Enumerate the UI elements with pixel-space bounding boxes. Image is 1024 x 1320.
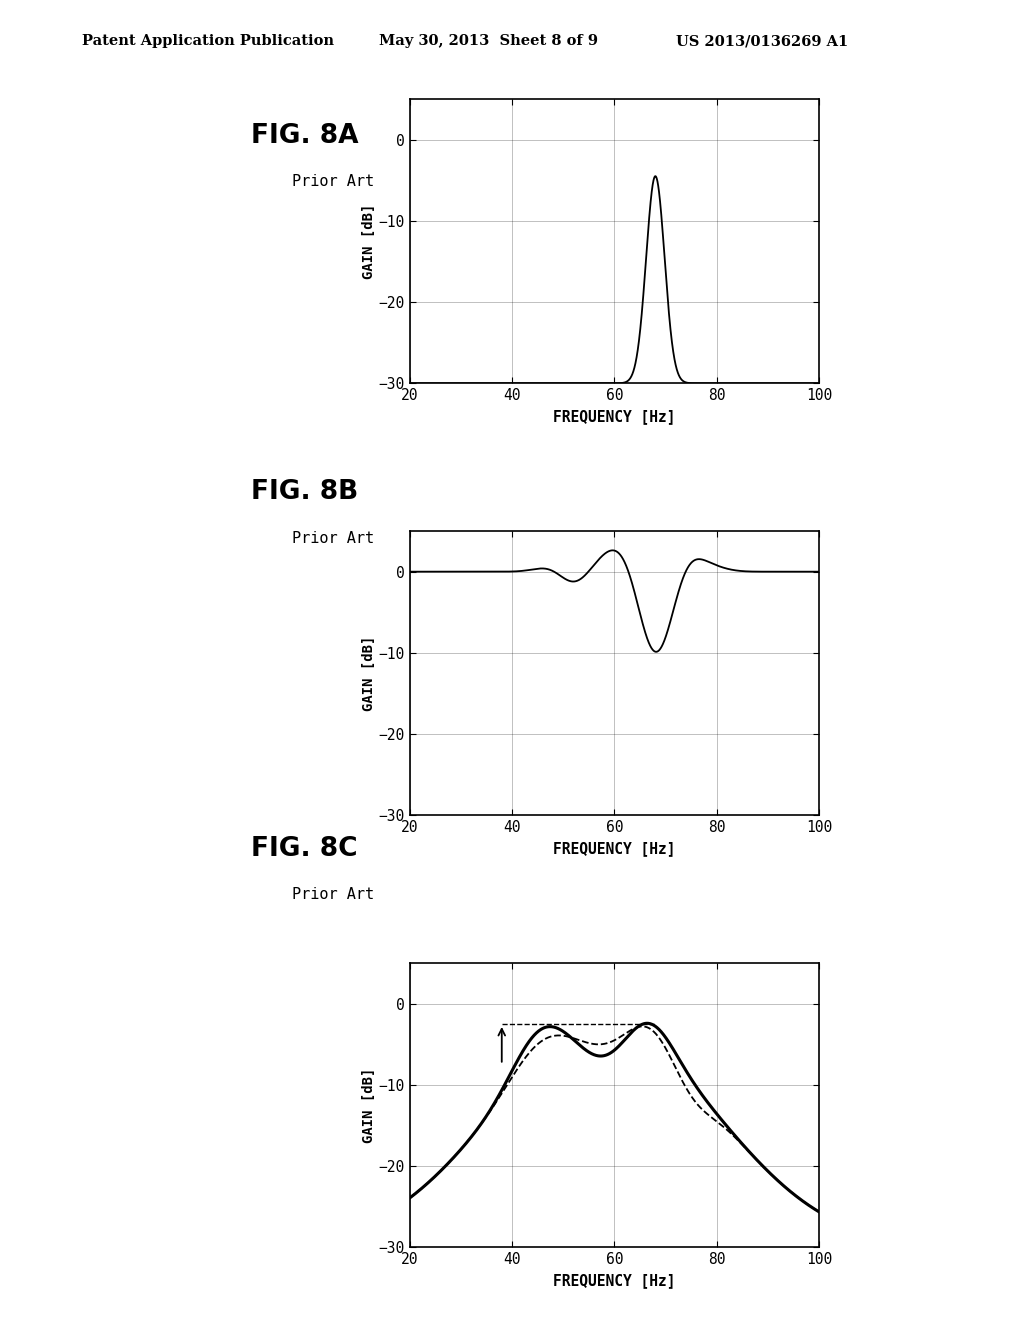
- X-axis label: FREQUENCY [Hz]: FREQUENCY [Hz]: [553, 409, 676, 424]
- Text: May 30, 2013  Sheet 8 of 9: May 30, 2013 Sheet 8 of 9: [379, 34, 598, 49]
- Text: Prior Art: Prior Art: [292, 174, 374, 189]
- Y-axis label: GAIN [dB]: GAIN [dB]: [361, 203, 376, 279]
- Text: FIG. 8C: FIG. 8C: [251, 836, 357, 862]
- Text: Prior Art: Prior Art: [292, 531, 374, 545]
- Y-axis label: GAIN [dB]: GAIN [dB]: [361, 1068, 376, 1143]
- Text: Prior Art: Prior Art: [292, 887, 374, 902]
- Text: Patent Application Publication: Patent Application Publication: [82, 34, 334, 49]
- Y-axis label: GAIN [dB]: GAIN [dB]: [361, 635, 376, 711]
- Text: FIG. 8A: FIG. 8A: [251, 123, 358, 149]
- X-axis label: FREQUENCY [Hz]: FREQUENCY [Hz]: [553, 1272, 676, 1288]
- Text: FIG. 8B: FIG. 8B: [251, 479, 358, 506]
- X-axis label: FREQUENCY [Hz]: FREQUENCY [Hz]: [553, 841, 676, 855]
- Text: US 2013/0136269 A1: US 2013/0136269 A1: [676, 34, 848, 49]
